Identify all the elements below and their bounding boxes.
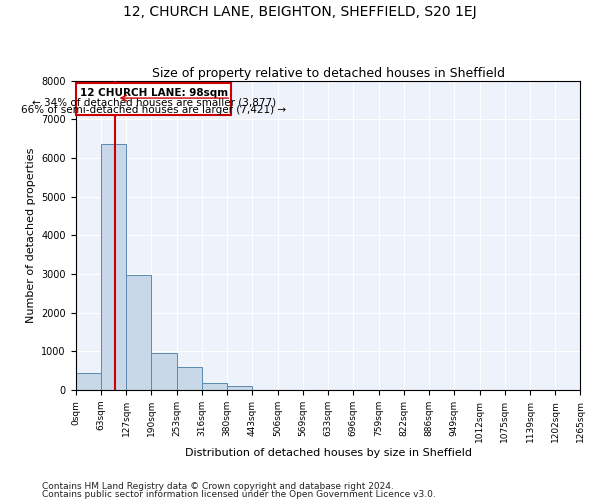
Text: Contains public sector information licensed under the Open Government Licence v3: Contains public sector information licen… xyxy=(42,490,436,499)
Bar xyxy=(202,382,227,390)
Bar xyxy=(227,386,253,390)
X-axis label: Distribution of detached houses by size in Sheffield: Distribution of detached houses by size … xyxy=(185,448,472,458)
Text: 12, CHURCH LANE, BEIGHTON, SHEFFIELD, S20 1EJ: 12, CHURCH LANE, BEIGHTON, SHEFFIELD, S2… xyxy=(123,5,477,19)
Bar xyxy=(126,275,151,390)
Title: Size of property relative to detached houses in Sheffield: Size of property relative to detached ho… xyxy=(152,66,505,80)
Bar xyxy=(101,144,126,390)
Text: ← 34% of detached houses are smaller (3,877): ← 34% of detached houses are smaller (3,… xyxy=(32,98,276,108)
Text: Contains HM Land Registry data © Crown copyright and database right 2024.: Contains HM Land Registry data © Crown c… xyxy=(42,482,394,491)
FancyBboxPatch shape xyxy=(76,82,231,116)
Bar xyxy=(76,372,101,390)
Text: 12 CHURCH LANE: 98sqm: 12 CHURCH LANE: 98sqm xyxy=(80,88,228,98)
Y-axis label: Number of detached properties: Number of detached properties xyxy=(26,148,35,323)
Bar xyxy=(176,367,202,390)
Text: 66% of semi-detached houses are larger (7,421) →: 66% of semi-detached houses are larger (… xyxy=(21,105,286,115)
Bar xyxy=(151,354,176,390)
